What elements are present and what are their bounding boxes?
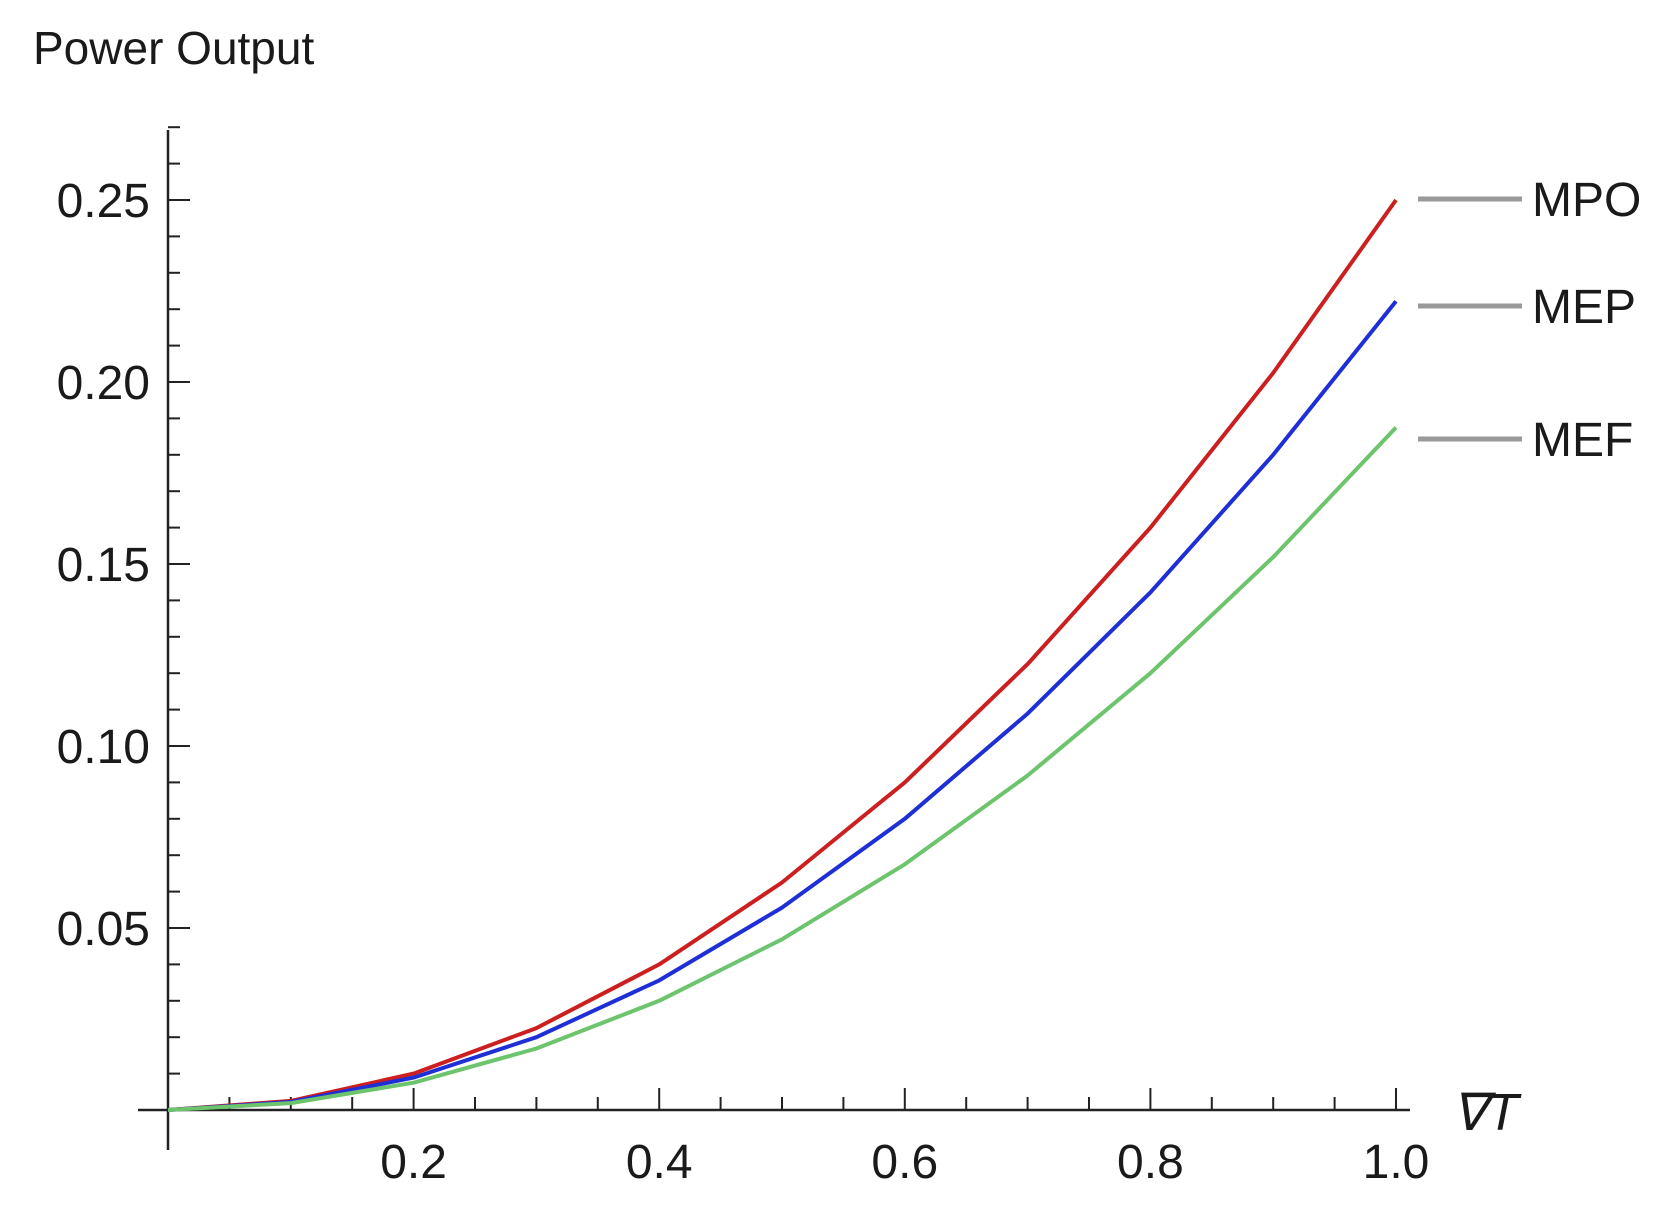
series-line-mpo [167,198,1398,1112]
legend: MPO MEP MEF [1418,174,1641,467]
x-tick-label: 1.0 [1363,1136,1430,1189]
legend-label-mef: MEF [1532,414,1633,467]
x-tick-label: 0.6 [871,1136,938,1189]
ticks: 0.2 0.4 0.6 0.8 1.0 0.05 0.10 0.15 0.20 0.25 [57,126,1430,1189]
series-line-mep [167,299,1398,1112]
y-axis-label: Power Output [33,22,314,74]
legend-label-mpo: MPO [1532,174,1641,227]
x-tick-label: 0.4 [626,1136,693,1189]
y-tick-label: 0.05 [57,903,150,956]
axes [138,130,1410,1150]
legend-label-mep: MEP [1532,281,1636,334]
y-tick-label: 0.25 [57,175,150,228]
y-tick-label: 0.20 [57,357,150,410]
x-tick-label: 0.2 [380,1136,447,1189]
y-tick-label: 0.10 [57,721,150,774]
series-lines [167,198,1398,1112]
series-line-mef [167,426,1398,1112]
x-tick-label: 0.8 [1117,1136,1184,1189]
y-tick-label: 0.15 [57,539,150,592]
x-axis-label: ∇T [1452,1084,1522,1142]
